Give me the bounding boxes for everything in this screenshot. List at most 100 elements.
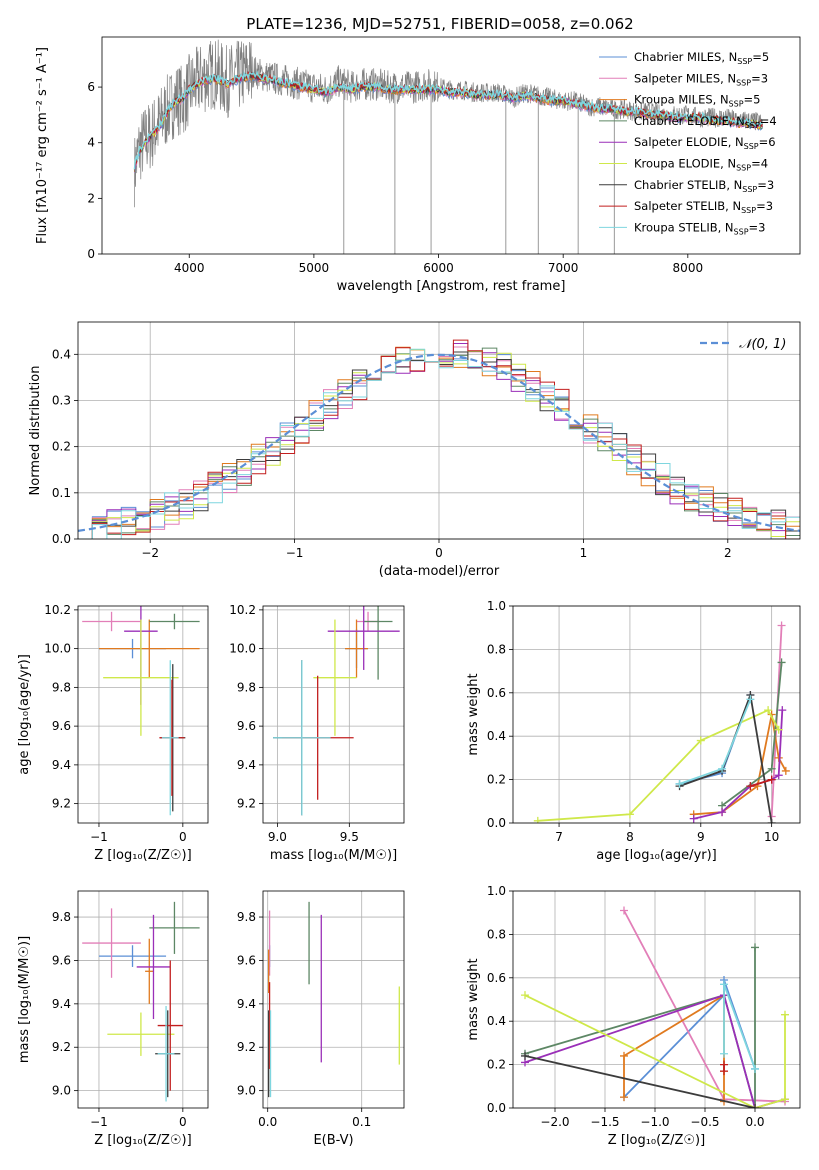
axes-spectrum: 4000 5000 6000 7000 8000 0 2 4 6 wavelength [Angs… (35, 36, 801, 294)
y-tick-label: 0.0 (487, 1101, 506, 1115)
y-tick-label: 9.6 (237, 719, 256, 733)
plot-marks (273, 606, 400, 816)
weight-series (521, 1051, 759, 1108)
x-tick-label: 0 (179, 1115, 187, 1129)
axes-border (512, 605, 801, 824)
weight-series (521, 991, 789, 1108)
model-spectrum-line (133, 70, 763, 170)
axes-border (77, 890, 209, 1109)
x-tick-label: 9.5 (340, 830, 359, 844)
series-marker (720, 1049, 728, 1058)
y-tick-label: 9.2 (52, 1040, 71, 1054)
series-marker (774, 771, 783, 780)
errorbar-point (363, 606, 393, 680)
axes-age-vs-Z: −1 0 9.2 9.4 9.6 9.8 10.0 10.2 Z [log₁₀(Z/Z☉)] ag… (17, 603, 209, 863)
x-tick-label: 2 (724, 546, 732, 560)
series-marker (778, 706, 787, 715)
x-axis-label: mass [log₁₀(M/M☉)] (270, 848, 397, 863)
errorbar-point (313, 619, 357, 736)
axes-residuals: −2 −1 0 1 2 0.0 0.1 0.2 0.3 0.4 (data-model)/error… (28, 321, 801, 579)
plot-area (78, 606, 208, 823)
y-tick-label: 9.0 (237, 1084, 256, 1098)
series-marker (625, 810, 634, 819)
weight-series (718, 658, 786, 810)
errorbar-point (82, 611, 141, 632)
legend-entry: Chabrier STELIB, NSSP=3 (634, 178, 774, 194)
x-tick-label: 0 (435, 546, 443, 560)
axes-frame: −1 0 9.2 9.4 9.6 9.8 10.0 10.2 Z [log₁₀(Z/Z☉)] ag… (17, 603, 192, 863)
x-tick-label: 9.0 (268, 830, 287, 844)
y-tick-label: 9.2 (237, 1040, 256, 1054)
x-tick-label: 0 (179, 830, 187, 844)
legend-entry: Kroupa STELIB, NSSP=3 (634, 220, 765, 236)
plot-area (513, 891, 800, 1108)
weight-series (533, 706, 783, 823)
weight-series (720, 980, 759, 1073)
series-marker (675, 779, 684, 788)
x-axis-label: age [log₁₀(age/yr)] (596, 848, 717, 863)
axes-mass-vs-EBV: 0.0 0.1 9.0 9.2 9.4 9.6 9.8 E(B-V) (237, 890, 405, 1148)
y-axis-label: mass [log₁₀(M/M☉)] (17, 936, 32, 1063)
weight-series (746, 775, 776, 791)
errorbar-point (327, 606, 400, 670)
series-marker (620, 1093, 628, 1102)
y-tick-label: 9.2 (52, 797, 71, 811)
figure-title: PLATE=1236, MJD=52751, FIBERID=0058, z=0… (246, 15, 633, 33)
axes-frame: 4000 5000 6000 7000 8000 0 2 4 6 wavelength [Angs… (35, 47, 703, 294)
series-marker (764, 706, 773, 715)
axes-border (512, 890, 801, 1109)
y-tick-label: 0.3 (52, 393, 71, 407)
series-marker (521, 1051, 529, 1060)
axes-border (262, 890, 405, 1109)
x-tick-label: 9 (697, 830, 705, 844)
axes-frame: −2 −1 0 1 2 0.0 0.1 0.2 0.3 0.4 (data-model)/error… (28, 347, 732, 579)
series-line (750, 778, 772, 787)
errorbar-point (161, 660, 179, 816)
y-tick-label: 9.4 (237, 997, 256, 1011)
y-tick-label: 0.0 (52, 532, 71, 546)
y-tick-label: 9.8 (237, 680, 256, 694)
errorbar-point (82, 908, 141, 978)
series-marker (521, 991, 529, 1000)
errorbar-point (98, 945, 167, 967)
errorbar-point (136, 914, 171, 1020)
series-marker (718, 764, 727, 773)
y-tick-label: 9.4 (52, 997, 71, 1011)
errorbar-point (98, 619, 200, 678)
x-axis-label: Z [log₁₀(Z/Z☉)] (608, 1133, 705, 1148)
axes-border (101, 36, 801, 255)
x-tick-label: 6000 (423, 261, 454, 275)
series-marker (781, 766, 790, 775)
x-tick-label: 8 (626, 830, 634, 844)
y-axis-label: age [log₁₀(age/yr)] (17, 654, 32, 775)
errorbar-point (157, 960, 183, 1091)
y-tick-label: 0.8 (487, 642, 506, 656)
series-marker (533, 816, 542, 823)
axes-border (77, 605, 209, 824)
y-tick-label: 0.8 (487, 927, 506, 941)
y-tick-label: 9.4 (52, 758, 71, 772)
gaussian-curve (78, 353, 800, 532)
x-tick-label: −2.0 (540, 1115, 569, 1129)
y-tick-label: 0.2 (487, 773, 506, 787)
series-marker (720, 980, 728, 989)
series-marker (777, 621, 786, 630)
series-marker (746, 695, 755, 704)
x-tick-label: −1 (90, 1115, 108, 1129)
y-tick-label: 10.2 (229, 603, 256, 617)
x-tick-label: 10 (764, 830, 779, 844)
legend-spectrum: Chabrier MILES, NSSP=5 Salpeter MILES, NS… (599, 50, 777, 236)
legend-entry: Chabrier ELODIE, NSSP=4 (634, 114, 777, 130)
y-tick-label: 9.4 (237, 758, 256, 772)
x-tick-label: −1 (286, 546, 304, 560)
series-marker (777, 658, 786, 667)
axes-border (77, 321, 801, 540)
axes-age-vs-mass: 9.0 9.5 9.2 9.4 9.6 9.8 10.0 10.2 mass [log₁₀(M/… (229, 603, 405, 863)
series-marker (696, 736, 705, 745)
series-marker (767, 819, 776, 823)
axes-frame: −1 0 9.0 9.2 9.4 9.6 9.8 Z [log₁₀(Z/Z☉)] mass [l… (17, 910, 192, 1148)
legend-entry: Salpeter MILES, NSSP=3 (634, 71, 768, 87)
y-tick-label: 6 (87, 80, 95, 94)
x-tick-label: 4000 (174, 261, 205, 275)
